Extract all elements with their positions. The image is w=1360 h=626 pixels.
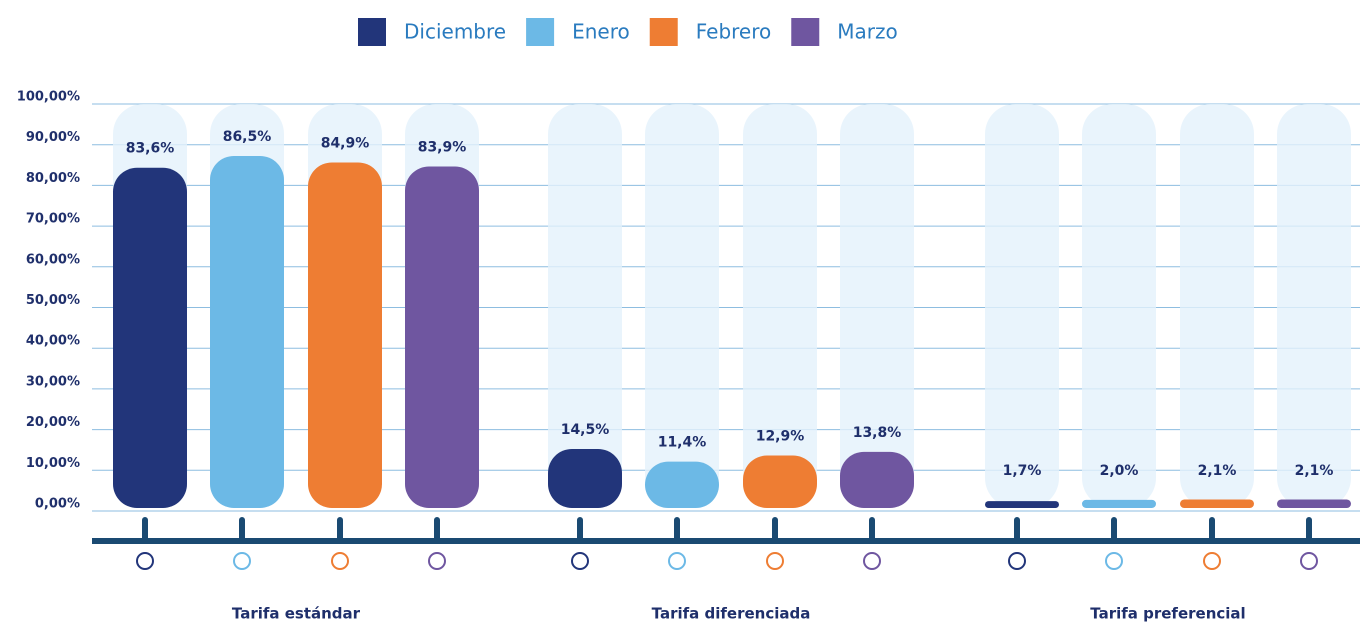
value-label: 1,7% — [1003, 463, 1042, 479]
legend-swatch — [526, 18, 555, 46]
y-tick-label: 10,00% — [26, 456, 80, 471]
bar-background — [743, 104, 817, 508]
legend-swatch — [358, 18, 386, 46]
bar-background — [985, 104, 1059, 508]
legend-label: Diciembre — [404, 20, 506, 44]
value-label: 2,1% — [1198, 463, 1237, 479]
axis-marker — [1203, 552, 1221, 570]
x-tick-label: Tarifa preferencial — [1090, 605, 1245, 623]
bar-background — [1082, 104, 1156, 508]
y-tick-label: 80,00% — [26, 171, 80, 186]
value-label: 86,5% — [223, 129, 272, 145]
legend-swatch — [791, 18, 820, 46]
bar — [645, 461, 719, 508]
bar-background — [548, 104, 622, 508]
value-label: 11,4% — [658, 435, 707, 451]
bar — [405, 166, 479, 509]
value-label: 14,5% — [561, 422, 610, 438]
axis-marker — [863, 552, 881, 570]
bar-background — [1277, 104, 1351, 508]
bar — [840, 451, 914, 508]
axis-marker — [136, 552, 154, 570]
value-label: 2,1% — [1295, 463, 1334, 479]
bar — [1277, 499, 1351, 508]
bar — [210, 155, 284, 508]
y-tick-label: 30,00% — [26, 374, 80, 389]
legend-label: Marzo — [837, 20, 897, 44]
y-tick-label: 70,00% — [26, 212, 80, 227]
y-tick-label: 90,00% — [26, 130, 80, 145]
bar — [1082, 499, 1156, 508]
legend-label: Febrero — [696, 20, 772, 44]
bar-background — [1180, 104, 1254, 508]
axis-marker — [1008, 552, 1026, 570]
bar — [113, 167, 187, 509]
bar — [743, 455, 817, 508]
bar-background — [645, 104, 719, 508]
value-label: 83,9% — [418, 140, 467, 156]
legend-swatch — [649, 18, 678, 46]
axis-marker — [233, 552, 251, 570]
bar — [308, 162, 382, 508]
axis-marker — [571, 552, 589, 570]
legend-label: Enero — [572, 20, 630, 44]
axis-marker — [428, 552, 446, 570]
value-label: 13,8% — [853, 425, 902, 441]
y-tick-label: 100,00% — [17, 90, 80, 105]
bar — [548, 448, 622, 508]
value-label: 2,0% — [1100, 463, 1139, 479]
y-tick-label: 50,00% — [26, 293, 80, 308]
x-tick-label: Tarifa diferenciada — [652, 605, 811, 623]
x-tick-label: Tarifa estándar — [232, 605, 361, 623]
y-tick-label: 60,00% — [26, 252, 80, 267]
y-tick-label: 40,00% — [26, 334, 80, 349]
axis-marker — [1300, 552, 1318, 570]
axis-marker — [766, 552, 784, 570]
bar-background — [840, 104, 914, 508]
y-tick-label: 0,00% — [35, 497, 80, 512]
bar — [985, 501, 1059, 508]
bar — [1180, 499, 1254, 508]
value-label: 84,9% — [321, 135, 370, 151]
value-label: 83,6% — [126, 141, 175, 157]
axis-marker — [668, 552, 686, 570]
value-label: 12,9% — [756, 428, 805, 444]
axis-marker — [1105, 552, 1123, 570]
axis-marker — [331, 552, 349, 570]
y-tick-label: 20,00% — [26, 415, 80, 430]
